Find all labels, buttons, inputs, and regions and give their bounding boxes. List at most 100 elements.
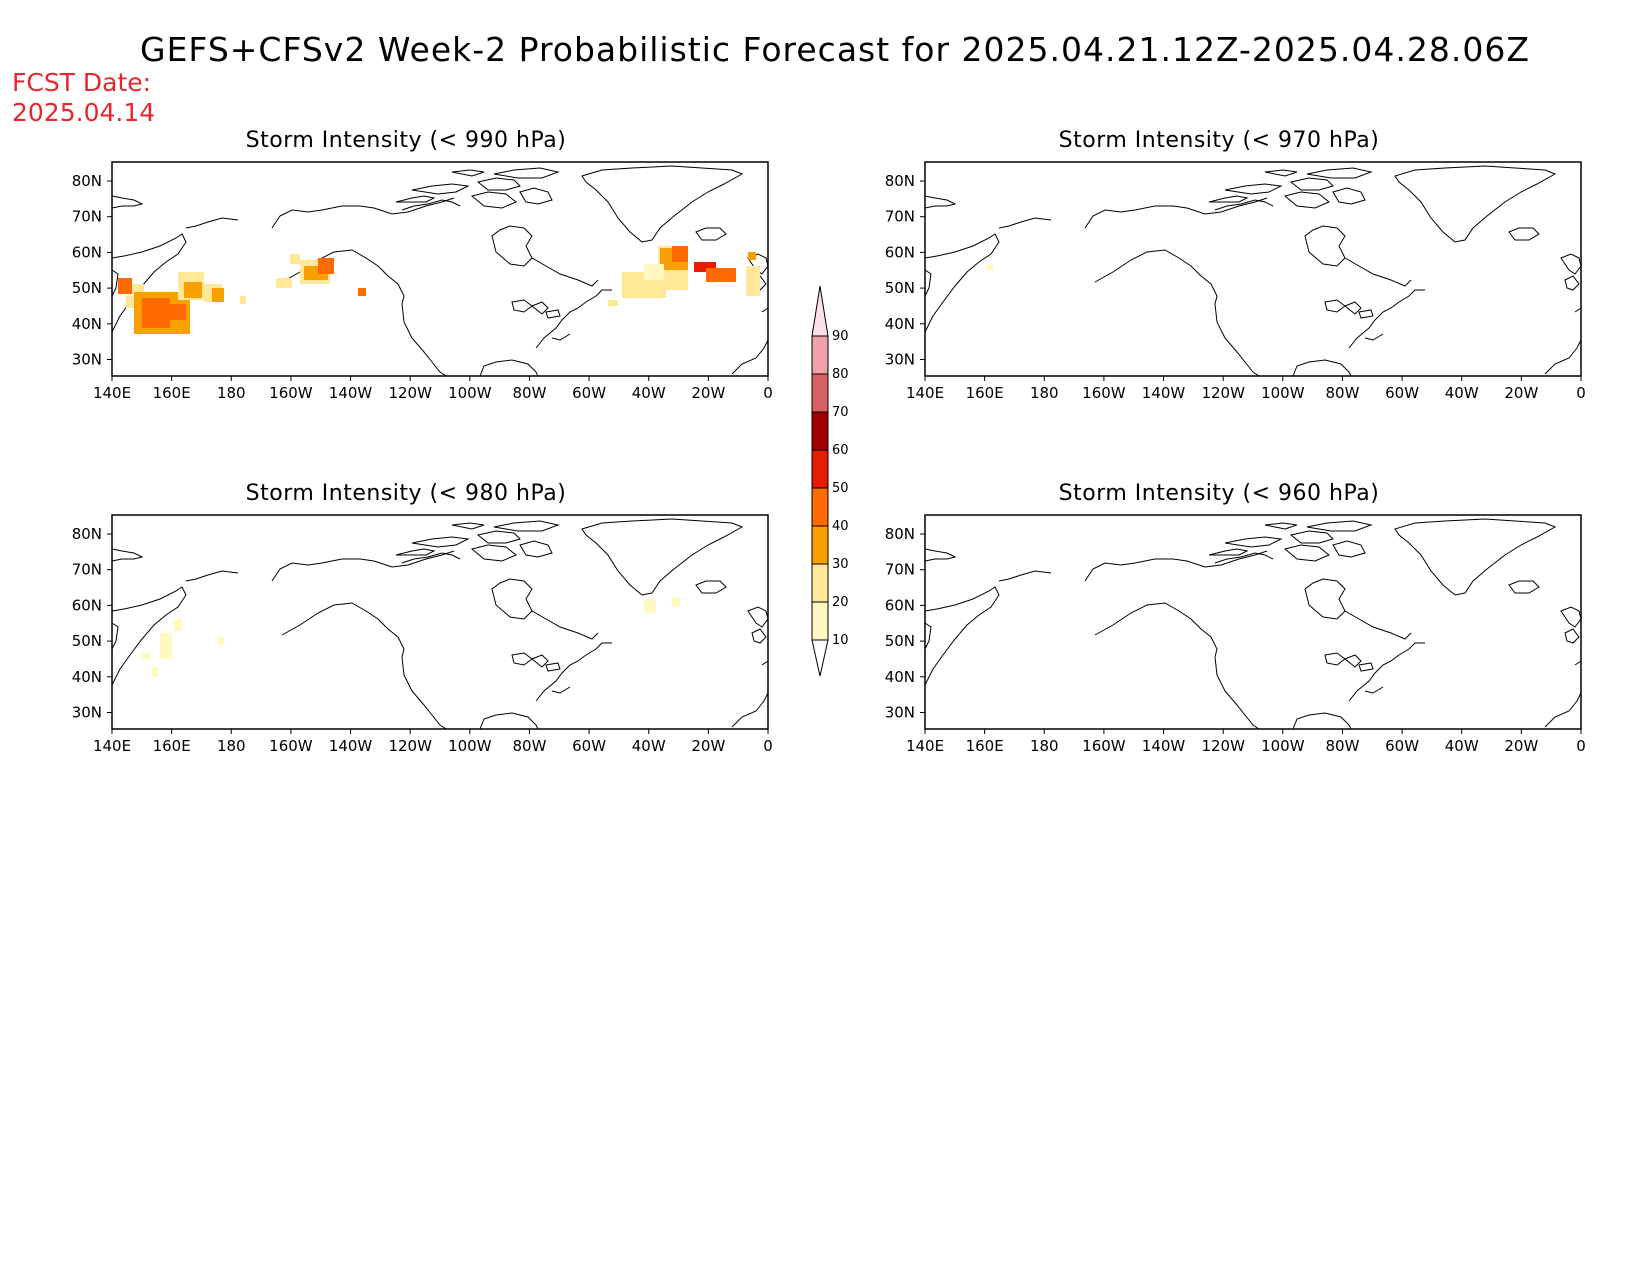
coastline (535, 289, 612, 349)
fcst-date-label: FCST Date: (12, 68, 152, 97)
probability-shading (987, 264, 993, 270)
x-tick-label: 140W (1142, 737, 1186, 755)
x-tick-label: 160W (1082, 737, 1126, 755)
coastline (1344, 257, 1412, 287)
x-tick-label: 0 (1576, 737, 1586, 755)
coastline (998, 217, 1052, 229)
coastline (1214, 552, 1274, 564)
map-frame: 140E 160E 180 160W 140W 120W 100W 80W 60W 40W 20W 0… (885, 161, 1586, 402)
y-tick-label: 50N (72, 279, 102, 297)
coastline (531, 654, 549, 668)
coastline (531, 610, 599, 640)
y-tick-label: 30N (885, 351, 915, 369)
coastline (519, 540, 553, 558)
coastline (1214, 303, 1260, 377)
coastline (111, 548, 144, 562)
x-tick-label: 20W (1504, 737, 1538, 755)
x-tick-label: 80W (512, 737, 546, 755)
x-tick-label: 0 (763, 737, 773, 755)
panel-title: Storm Intensity (< 980 hPa) (245, 481, 567, 506)
x-tick-label: 40W (632, 384, 666, 402)
x-tick-label: 140E (93, 384, 131, 402)
coastline (493, 167, 560, 179)
coastline (1289, 177, 1334, 191)
x-tick-label: 60W (1385, 737, 1419, 755)
fcst-date-value: 2025.04.14 (12, 98, 156, 127)
coastline (1094, 602, 1218, 658)
coastline (761, 307, 769, 313)
x-tick-label: 60W (1385, 384, 1419, 402)
fcst-date: FCST Date: 2025.04.14 (12, 68, 155, 128)
y-tick-label: 40N (885, 668, 915, 686)
x-tick-label: 160E (966, 737, 1004, 755)
y-tick-label: 70N (72, 208, 102, 226)
x-tick-label: 60W (572, 737, 606, 755)
coastline (479, 359, 539, 377)
y-tick-label: 70N (72, 561, 102, 579)
x-tick-label: 180 (217, 737, 246, 755)
coastline (1508, 227, 1540, 241)
colorbar-label: 40 (832, 519, 849, 534)
coastline (924, 195, 957, 209)
colorbar-swatch (811, 487, 829, 527)
coastline (395, 195, 436, 203)
coastline (470, 191, 517, 209)
coastline (1358, 662, 1374, 672)
x-tick-label: 160W (269, 737, 313, 755)
coastline (1292, 712, 1352, 730)
coastline (551, 686, 571, 694)
coastline (476, 530, 521, 544)
coastline (511, 299, 533, 313)
coastline (491, 225, 533, 267)
x-tick-label: 60W (572, 384, 606, 402)
coastline (1508, 580, 1540, 594)
y-tick-label: 40N (72, 668, 102, 686)
panel-970: Storm Intensity (< 970 hPa) 140E 160E 180 1… (869, 128, 1586, 402)
coastline (476, 177, 521, 191)
coastline (1544, 692, 1582, 728)
coastline (1283, 544, 1330, 562)
land-outline (924, 518, 1582, 730)
coastline (1289, 530, 1334, 544)
coastline (924, 233, 1000, 333)
coastline (1094, 249, 1218, 305)
coastline (1332, 540, 1366, 558)
y-tick-label: 70N (885, 208, 915, 226)
coastline (1304, 578, 1346, 620)
coastline (511, 652, 533, 666)
coastline (1332, 187, 1366, 205)
y-tick-label: 60N (72, 596, 102, 614)
y-tick-label: 40N (72, 315, 102, 333)
x-tick-label: 40W (1445, 384, 1479, 402)
coastline (1348, 289, 1425, 349)
land-outline (924, 165, 1582, 377)
coastline (1564, 628, 1580, 644)
coastline (1292, 359, 1352, 377)
colorbar-label: 10 (832, 633, 849, 648)
panel-980: Storm Intensity (< 980 hPa) 140E 160E 180 1… (56, 481, 773, 755)
coastline (531, 301, 549, 315)
coastline (1264, 522, 1298, 530)
y-tick-label: 60N (885, 243, 915, 261)
y-tick-label: 30N (72, 351, 102, 369)
coastline (491, 578, 533, 620)
y-tick-label: 80N (885, 525, 915, 543)
x-tick-label: 80W (512, 384, 546, 402)
x-tick-label: 140W (1142, 384, 1186, 402)
colorbar-label: 20 (832, 595, 849, 610)
coastline (470, 544, 517, 562)
coastline (451, 169, 485, 177)
x-tick-label: 0 (763, 384, 773, 402)
coastline (1574, 307, 1582, 313)
x-tick-label: 140E (906, 737, 944, 755)
coastline (1394, 165, 1557, 243)
land-outline (111, 518, 769, 730)
y-tick-label: 50N (885, 632, 915, 650)
coastline (1283, 191, 1330, 209)
x-tick-label: 140W (329, 737, 373, 755)
coastline (185, 217, 239, 229)
map-970: 140E 160E 180 160W 140W 120W 100W 80W 60W 40W 20W 0… (885, 161, 1586, 402)
coastline (281, 602, 405, 658)
coastline (111, 269, 119, 297)
coastline (1214, 199, 1274, 211)
